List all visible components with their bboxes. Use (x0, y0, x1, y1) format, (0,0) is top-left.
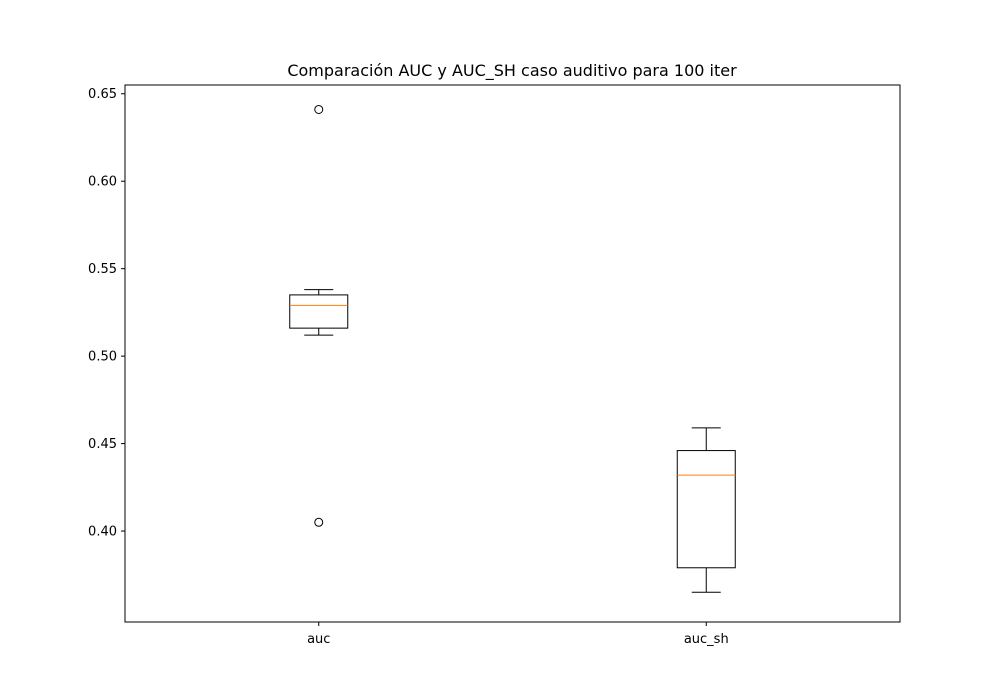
x-tick-label: auc (307, 632, 330, 647)
chart-title: Comparación AUC y AUC_SH caso auditivo p… (287, 61, 737, 81)
y-tick-label: 0.50 (88, 350, 117, 365)
box-auc (289, 104, 349, 527)
y-tick-label: 0.65 (88, 87, 117, 102)
box-body (289, 294, 349, 329)
x-tick-label: auc_sh (684, 632, 729, 647)
box-auc_sh (676, 427, 736, 593)
y-axis: 0.40 0.45 0.50 0.55 0.60 0.65 (88, 87, 125, 540)
y-tick-label: 0.55 (88, 262, 117, 277)
outlier-point (314, 517, 324, 527)
x-axis: auc auc_sh (307, 622, 729, 647)
y-tick-label: 0.45 (88, 437, 117, 452)
y-tick-label: 0.40 (88, 525, 117, 540)
box-body (676, 450, 736, 569)
box-plots (289, 104, 736, 593)
plot-area-frame (124, 84, 901, 623)
y-tick-label: 0.60 (88, 175, 117, 190)
outlier-point (314, 104, 324, 114)
